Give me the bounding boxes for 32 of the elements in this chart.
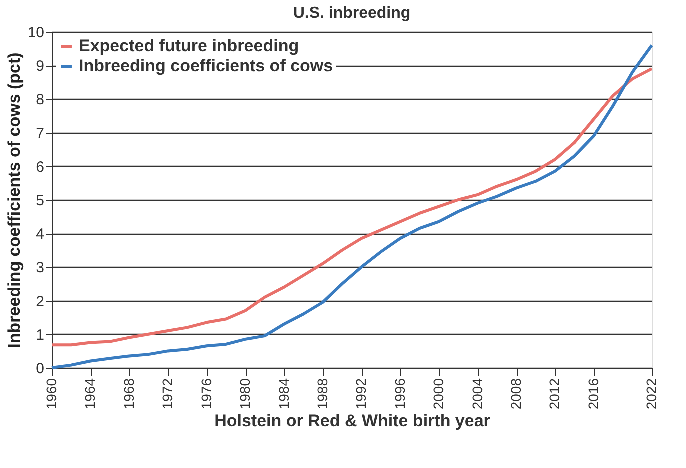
y-tick-label: 7 — [36, 125, 44, 142]
y-tick-label: 6 — [36, 158, 44, 176]
x-tick-label: 1960 — [44, 378, 60, 410]
x-tick-label: 1988 — [314, 378, 330, 410]
y-tick-label: 0 — [36, 360, 44, 378]
x-tick-label: 2008 — [508, 378, 524, 410]
x-tick-label: 1996 — [392, 378, 408, 410]
legend-label: Inbreeding coefficients of cows — [79, 56, 334, 76]
x-tick-label: 1980 — [237, 378, 254, 410]
y-tick-label: 9 — [36, 58, 44, 76]
x-tick-label: 2022 — [644, 378, 660, 410]
y-tick-label: 1 — [36, 326, 44, 344]
y-tick-label: 5 — [36, 192, 44, 210]
x-axis-title: Holstein or Red & White birth year — [214, 412, 491, 431]
x-tick-label: 2004 — [469, 378, 486, 410]
y-tick-label: 8 — [36, 92, 44, 109]
x-tick-label: 1968 — [120, 378, 137, 410]
y-tick-label: 3 — [36, 260, 44, 277]
x-tick-label: 2012 — [546, 378, 563, 410]
x-tick-label: 1976 — [198, 378, 214, 410]
x-tick-label: 2016 — [585, 378, 602, 410]
chart-title: U.S. inbreeding — [293, 5, 411, 22]
x-tick-label: 1964 — [82, 378, 98, 410]
x-tick-label: 1992 — [353, 378, 370, 410]
y-tick-label: 2 — [36, 293, 44, 310]
legend-label: Expected future inbreeding — [79, 36, 300, 56]
y-tick-label: 10 — [28, 24, 44, 42]
x-tick-label: 1972 — [160, 378, 176, 410]
y-axis-title: Inbreeding coefficients of cows (pct) — [4, 52, 24, 348]
y-tick-label: 4 — [36, 226, 44, 244]
x-tick-label: 1984 — [276, 378, 292, 410]
x-tick-label: 2000 — [430, 378, 447, 410]
